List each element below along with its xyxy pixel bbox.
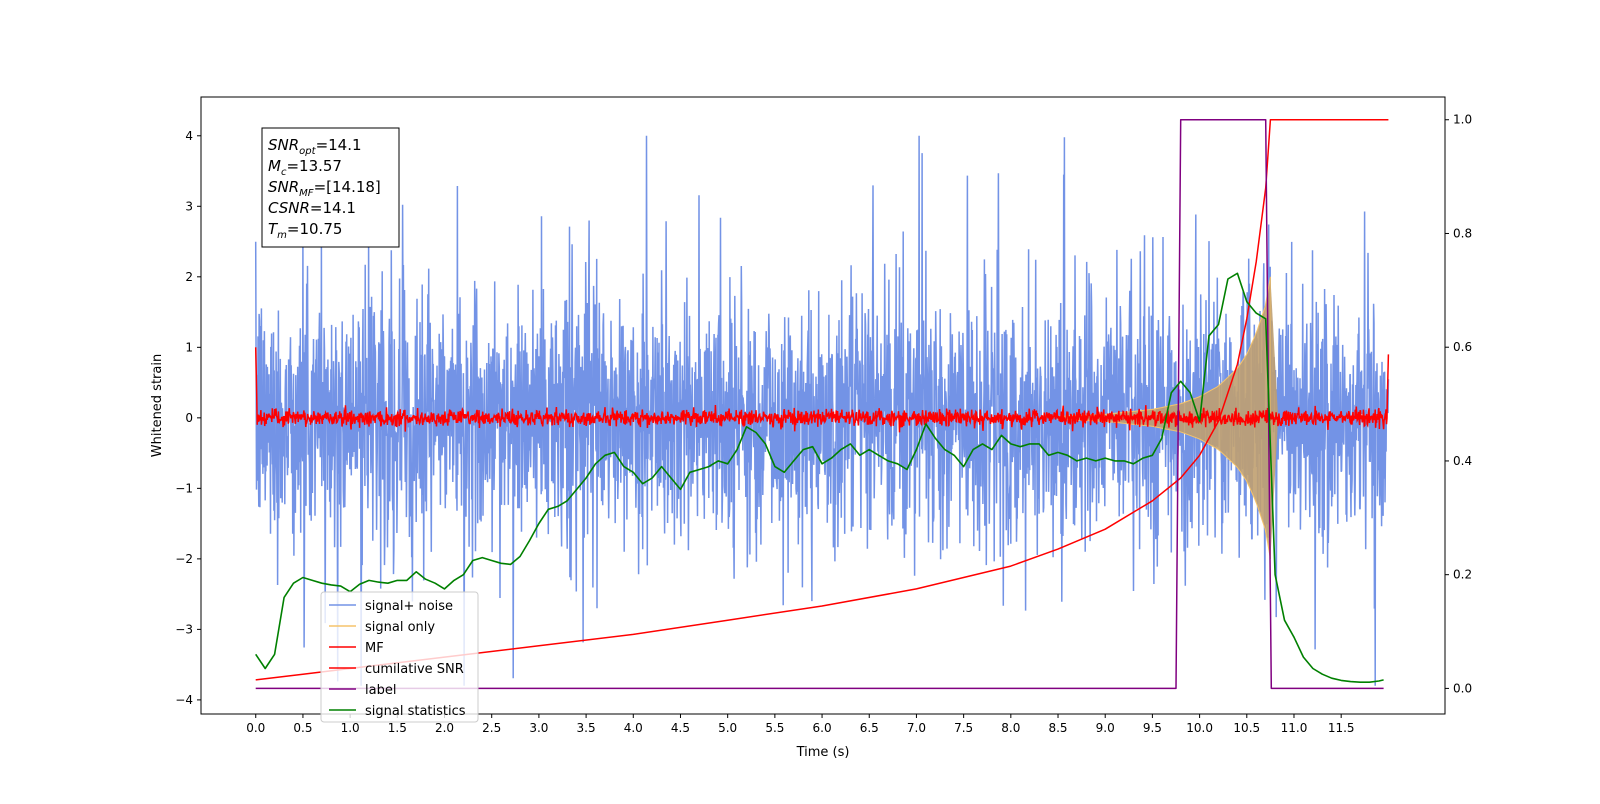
legend-label: cumilative SNR — [365, 662, 464, 677]
x-tick-label: 3.5 — [577, 721, 596, 735]
x-tick-label: 11.0 — [1281, 721, 1308, 735]
series-layer — [254, 118, 1390, 690]
y-tick-label: 2 — [185, 270, 193, 284]
y-tick-label: 1 — [185, 340, 193, 354]
series-signal-statistics — [255, 272, 1384, 683]
legend-label: signal statistics — [365, 704, 466, 719]
x-tick-label: 8.5 — [1048, 721, 1067, 735]
annotation-line: Mc=13.57 — [268, 157, 342, 178]
y2-tick-label: 0.0 — [1453, 681, 1472, 695]
y-tick-label: −2 — [175, 552, 193, 566]
x-axis-label: Time (s) — [796, 745, 850, 760]
x-tick-label: 10.5 — [1233, 721, 1260, 735]
x-tick-label: 4.5 — [671, 721, 690, 735]
x-tick-label: 5.0 — [718, 721, 737, 735]
series-label — [255, 118, 1384, 690]
annotation-box: SNRopt=14.1Mc=13.57SNRMF=[14.18]CSNR=14.… — [261, 127, 400, 248]
y-axis-label: Whitened strain — [150, 354, 165, 457]
y-tick-label: −4 — [175, 693, 193, 707]
x-tick-label: 10.0 — [1186, 721, 1213, 735]
x-tick-label: 2.0 — [435, 721, 454, 735]
x-tick-label: 2.5 — [482, 721, 501, 735]
annotation-line: SNRMF=[14.18] — [268, 178, 381, 199]
x-tick-label: 0.0 — [246, 721, 265, 735]
x-tick-label: 11.5 — [1328, 721, 1355, 735]
axes-layer: 0.0 0.5 1.0 1.5 2.0 2.5 3.0 3.5 4.0 4.5 5.0 5.5 6.0 6… — [150, 113, 1472, 760]
legend: signal+ noise signal only MF cumilative SNR… — [320, 591, 479, 723]
x-tick-label: 7.5 — [954, 721, 973, 735]
annotation-line: Tm=10.75 — [268, 220, 342, 241]
legend-label: MF — [365, 641, 384, 656]
x-tick-label: 9.5 — [1143, 721, 1162, 735]
legend-label: label — [365, 683, 396, 698]
annotation-line: CSNR=14.1 — [268, 199, 356, 217]
y-tick-label: −1 — [175, 481, 193, 495]
legend-label: signal only — [365, 620, 435, 635]
x-tick-label: 8.0 — [1001, 721, 1020, 735]
y2-tick-label: 0.4 — [1453, 454, 1472, 468]
x-tick-label: 4.0 — [624, 721, 643, 735]
y-tick-label: 3 — [185, 199, 193, 213]
annotation-frame — [261, 127, 400, 248]
x-tick-label: 0.5 — [293, 721, 312, 735]
x-tick-label: 7.0 — [907, 721, 926, 735]
y2-tick-label: 1.0 — [1453, 113, 1472, 127]
y-tick-label: −3 — [175, 622, 193, 636]
y-tick-label: 4 — [185, 129, 193, 143]
y-tick-label: 0 — [185, 411, 193, 425]
legend-label: signal+ noise — [365, 599, 453, 614]
legend-frame — [320, 591, 479, 723]
x-tick-label: 5.5 — [765, 721, 784, 735]
x-tick-label: 6.5 — [860, 721, 879, 735]
x-tick-label: 1.5 — [388, 721, 407, 735]
x-tick-label: 9.0 — [1096, 721, 1115, 735]
x-tick-label: 3.0 — [529, 721, 548, 735]
annotation-line: SNRopt=14.1 — [268, 136, 362, 157]
x-tick-label: 1.0 — [341, 721, 360, 735]
y2-tick-label: 0.8 — [1453, 226, 1472, 240]
y2-tick-label: 0.2 — [1453, 568, 1472, 582]
x-tick-label: 6.0 — [813, 721, 832, 735]
y2-tick-label: 0.6 — [1453, 340, 1472, 354]
plot-frame — [200, 96, 1446, 715]
